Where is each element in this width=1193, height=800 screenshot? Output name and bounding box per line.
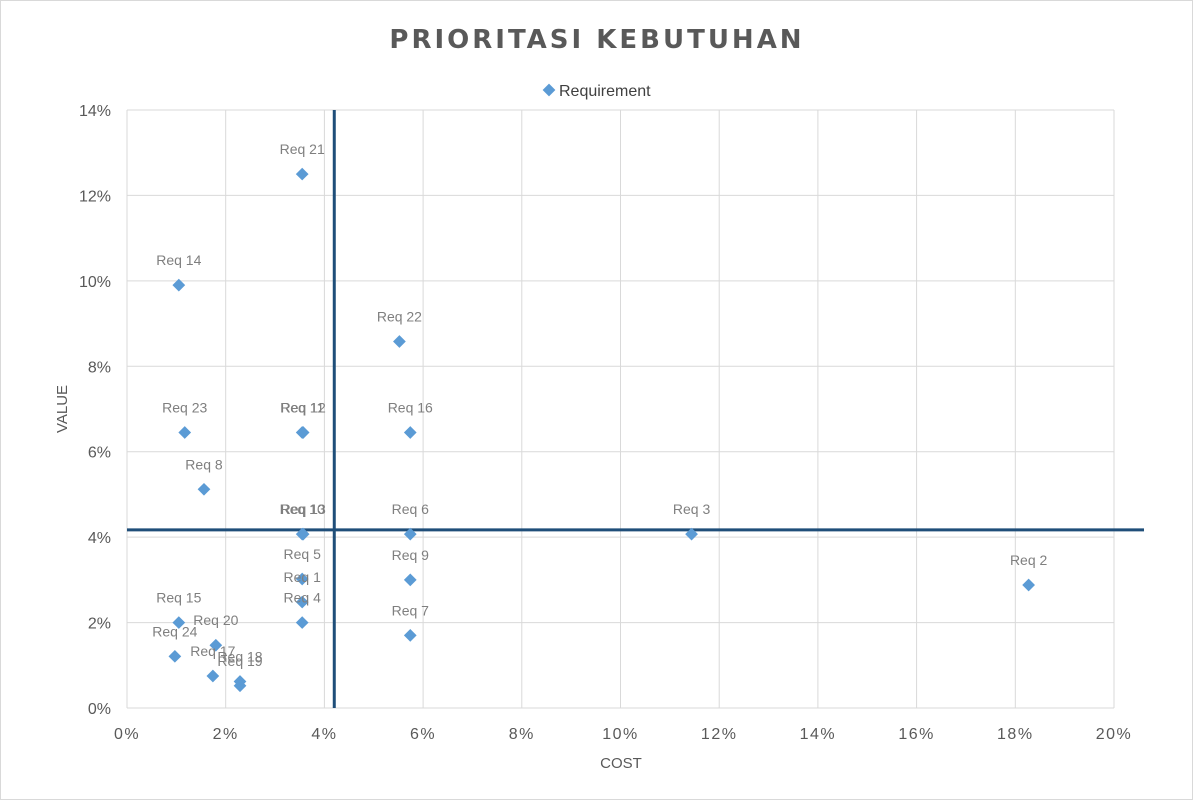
y-tick-label: 10%	[79, 274, 111, 291]
x-tick-label: 6%	[410, 726, 436, 743]
legend-marker-icon	[542, 83, 556, 97]
y-tick-label: 2%	[88, 616, 111, 633]
data-label: Req 4	[284, 590, 322, 606]
x-tick-label: 16%	[898, 726, 935, 743]
x-tick-label: 4%	[311, 726, 337, 743]
data-point	[168, 649, 182, 663]
data-label: Req 22	[377, 309, 422, 325]
data-point	[172, 278, 186, 292]
data-label: Req 24	[152, 623, 197, 639]
data-label: Req 19	[217, 653, 262, 669]
gridlines	[126, 109, 1115, 709]
data-label: Req 17	[190, 643, 235, 659]
data-label: Req 1	[284, 569, 322, 585]
data-point	[403, 573, 417, 587]
data-label: Req 9	[392, 547, 430, 563]
y-tick-label: 14%	[79, 103, 111, 120]
x-tick-label: 20%	[1096, 726, 1133, 743]
y-axis-title: VALUE	[54, 385, 71, 433]
data-label: Req 10	[280, 501, 325, 517]
data-label: Req 13	[281, 501, 326, 517]
data-label: Req 21	[280, 141, 325, 157]
x-tick-label: 2%	[213, 726, 239, 743]
y-tick-label: 4%	[88, 530, 111, 547]
data-point	[296, 426, 310, 439]
data-label: Req 3	[673, 501, 711, 517]
x-tick-label: 18%	[997, 726, 1034, 743]
data-label: Req 15	[156, 590, 201, 606]
x-tick-label: 0%	[114, 726, 140, 743]
y-axis-ticks: 0% 2% 4% 6% 8% 10% 12% 14%	[79, 103, 111, 718]
data-label: Req 14	[156, 252, 201, 268]
data-label: Req 5	[284, 546, 322, 562]
data-label: Req 12	[281, 399, 326, 415]
x-axis-ticks: 0% 2% 4% 6% 8% 10% 12% 14% 16% 18% 20%	[114, 726, 1133, 743]
data-label: Req 2	[1010, 552, 1048, 568]
reference-lines	[127, 110, 1144, 708]
data-point	[178, 426, 192, 439]
x-tick-label: 12%	[701, 726, 738, 743]
data-point	[403, 426, 417, 439]
data-label: Req 7	[392, 602, 430, 618]
data-point	[295, 616, 309, 629]
chart-title: PRIORITASI KEBUTUHAN	[389, 25, 804, 55]
y-tick-label: 8%	[88, 359, 111, 376]
y-tick-label: 12%	[79, 188, 111, 205]
data-label: Req 16	[388, 399, 433, 415]
x-tick-label: 14%	[800, 726, 837, 743]
data-label: Req 8	[185, 456, 223, 472]
data-label: Req 11	[280, 399, 324, 415]
y-tick-label: 6%	[88, 445, 111, 462]
data-label: Req 6	[392, 501, 430, 517]
data-label: Req 23	[162, 399, 207, 415]
data-label: Req 20	[193, 612, 238, 628]
x-tick-label: 10%	[602, 726, 639, 743]
data-point	[393, 335, 406, 348]
data-point	[1022, 578, 1035, 592]
x-tick-label: 8%	[509, 726, 535, 743]
data-point	[403, 629, 417, 642]
x-axis-title: COST	[600, 755, 642, 772]
data-point	[206, 669, 220, 683]
data-point	[295, 167, 309, 181]
legend-label: Requirement	[559, 83, 651, 100]
data-points	[168, 167, 1035, 693]
data-point	[197, 482, 211, 496]
data-label: Req 18	[217, 649, 262, 665]
y-tick-label: 0%	[88, 701, 111, 718]
legend: Requirement	[542, 83, 651, 100]
